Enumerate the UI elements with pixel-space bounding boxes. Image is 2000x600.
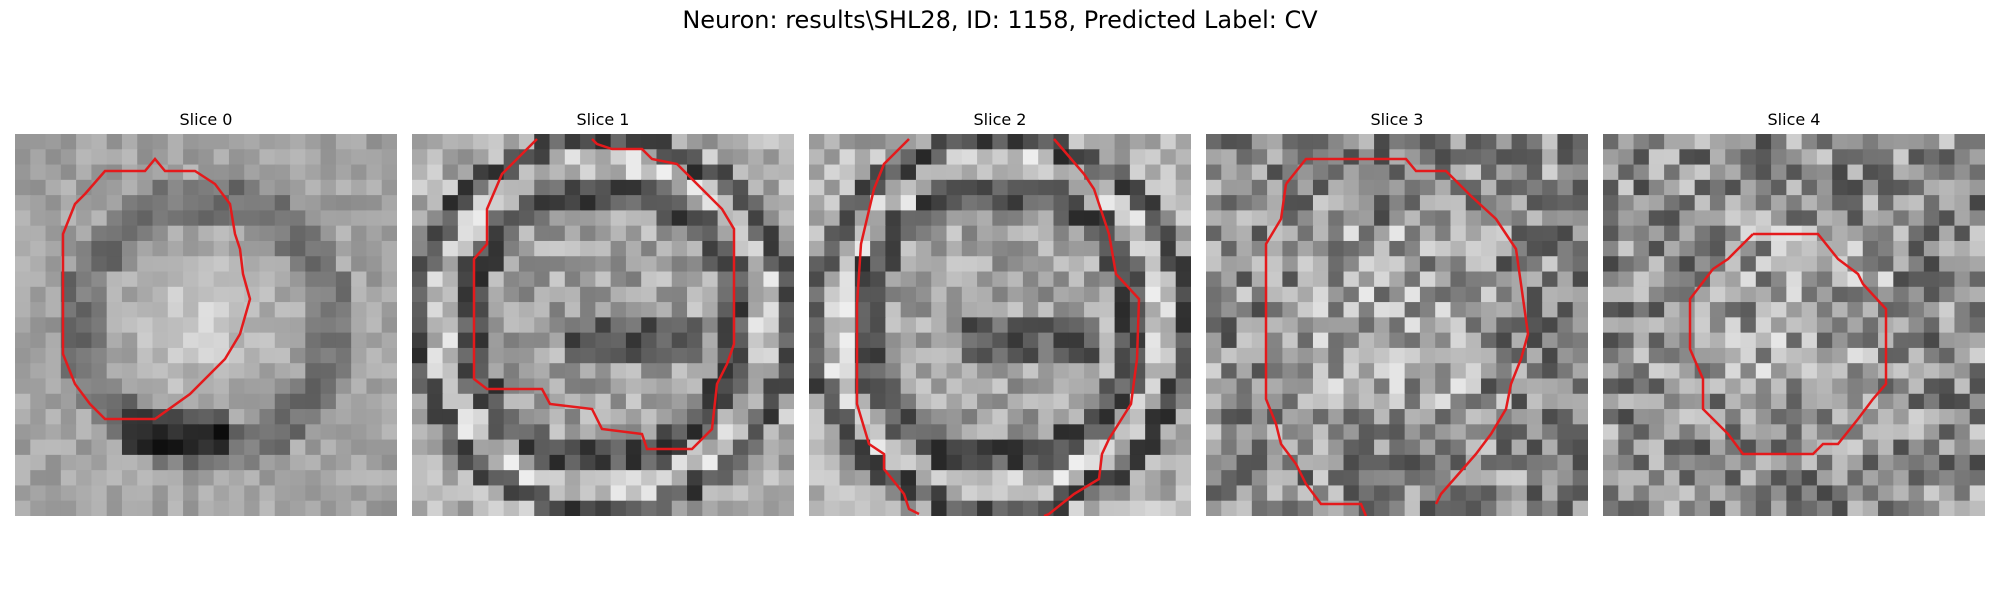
- segmentation-contour: [1264, 183, 1368, 516]
- segmentation-contour: [1688, 232, 1888, 456]
- slice-title-0: Slice 0: [179, 110, 233, 129]
- segmentation-contour: [1043, 138, 1141, 516]
- slice-image-3: [1206, 134, 1588, 516]
- slice-image-2: [809, 134, 1191, 516]
- slice-title-1: Slice 1: [576, 110, 630, 129]
- segmentation-contour: [61, 157, 252, 421]
- slice-title-2: Slice 2: [973, 110, 1027, 129]
- slice-image-4: [1603, 134, 1985, 516]
- slice-image-1: [412, 134, 794, 516]
- slice-title-4: Slice 4: [1767, 110, 1821, 129]
- segmentation-contour: [1285, 157, 1530, 505]
- slice-title-3: Slice 3: [1370, 110, 1424, 129]
- segmentation-contour: [472, 138, 736, 451]
- figure-title: Neuron: results\SHL28, ID: 1158, Predict…: [682, 6, 1318, 34]
- slice-image-0: [15, 134, 397, 516]
- segmentation-contour: [855, 138, 920, 516]
